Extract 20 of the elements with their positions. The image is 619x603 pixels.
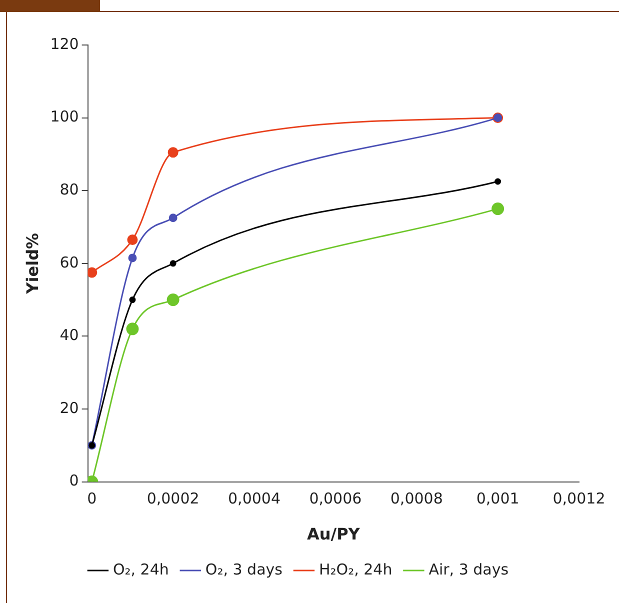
y-tick-label: 60 (60, 253, 79, 272)
x-tick-label: 0,0008 (390, 490, 443, 508)
legend-label: O₂, 24h (112, 560, 169, 578)
x-tick-label: 0,0012 (552, 490, 606, 508)
y-tick-label: 120 (50, 34, 79, 53)
y-axis-title: Yield% (22, 232, 42, 295)
x-axis-title: Au/PY (306, 524, 360, 544)
y-tick-label: 80 (60, 180, 79, 198)
y-tick-label: 100 (50, 108, 79, 126)
x-tick-label: 0,0002 (146, 490, 200, 508)
legend-label: O₂, 3 days (205, 560, 283, 578)
x-tick-label: 0 (87, 490, 97, 508)
y-tick-label: 0 (69, 472, 79, 490)
legend-label: Air, 3 days (428, 560, 509, 578)
y-tick-label: 20 (60, 398, 79, 417)
x-tick-label: 0,0006 (309, 490, 362, 508)
x-tick-label: 0,0004 (228, 490, 281, 508)
y-tick-label: 40 (60, 326, 79, 344)
legend-label: H₂O₂, 24h (318, 560, 392, 578)
x-tick-label: 0,001 (476, 490, 520, 508)
